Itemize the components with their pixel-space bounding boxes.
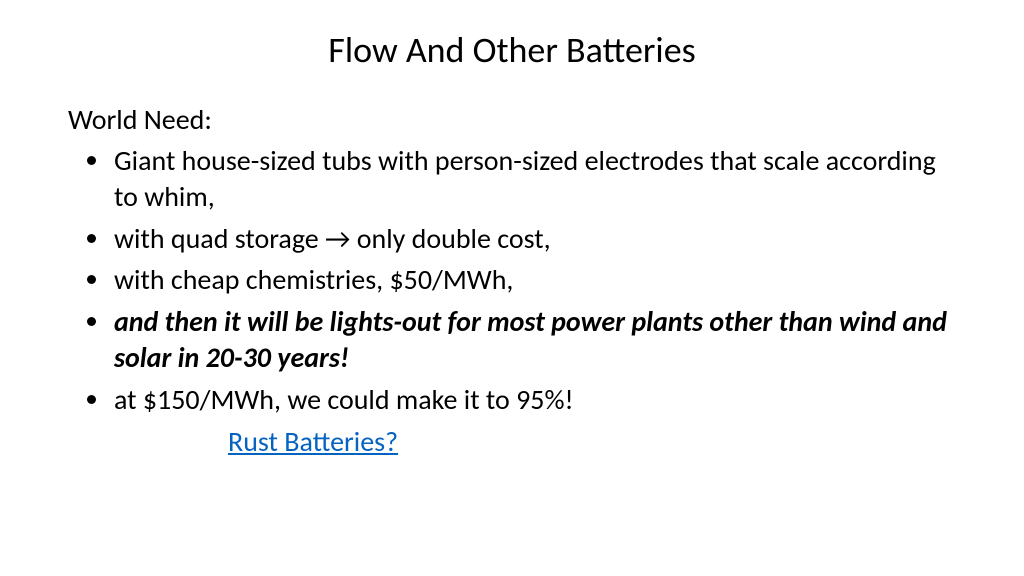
bullet-text: Giant house-sized tubs with person-sized… bbox=[114, 143, 936, 214]
rust-batteries-link[interactable]: Rust Batteries? bbox=[228, 424, 398, 459]
link-line: Rust Batteries? bbox=[68, 424, 956, 459]
bullet-text: at $150/MWh, we could make it to 95%! bbox=[114, 382, 574, 417]
list-item: Giant house-sized tubs with person-sized… bbox=[112, 143, 956, 215]
bullet-text: with quad storage → only double cost, bbox=[114, 221, 551, 256]
list-item: with cheap chemistries, $50/MWh, bbox=[112, 262, 956, 298]
bullet-text-emph: and then it will be lights-out for most … bbox=[114, 304, 947, 375]
list-item: at $150/MWh, we could make it to 95%! bbox=[112, 382, 956, 418]
slide: Flow And Other Batteries World Need: Gia… bbox=[0, 0, 1024, 576]
lead-text: World Need: bbox=[68, 102, 956, 137]
list-item: and then it will be lights-out for most … bbox=[112, 304, 956, 376]
list-item: with quad storage → only double cost, bbox=[112, 221, 956, 257]
bullet-list: Giant house-sized tubs with person-sized… bbox=[68, 143, 956, 418]
bullet-text: with cheap chemistries, $50/MWh, bbox=[114, 262, 513, 297]
slide-title: Flow And Other Batteries bbox=[68, 28, 956, 72]
